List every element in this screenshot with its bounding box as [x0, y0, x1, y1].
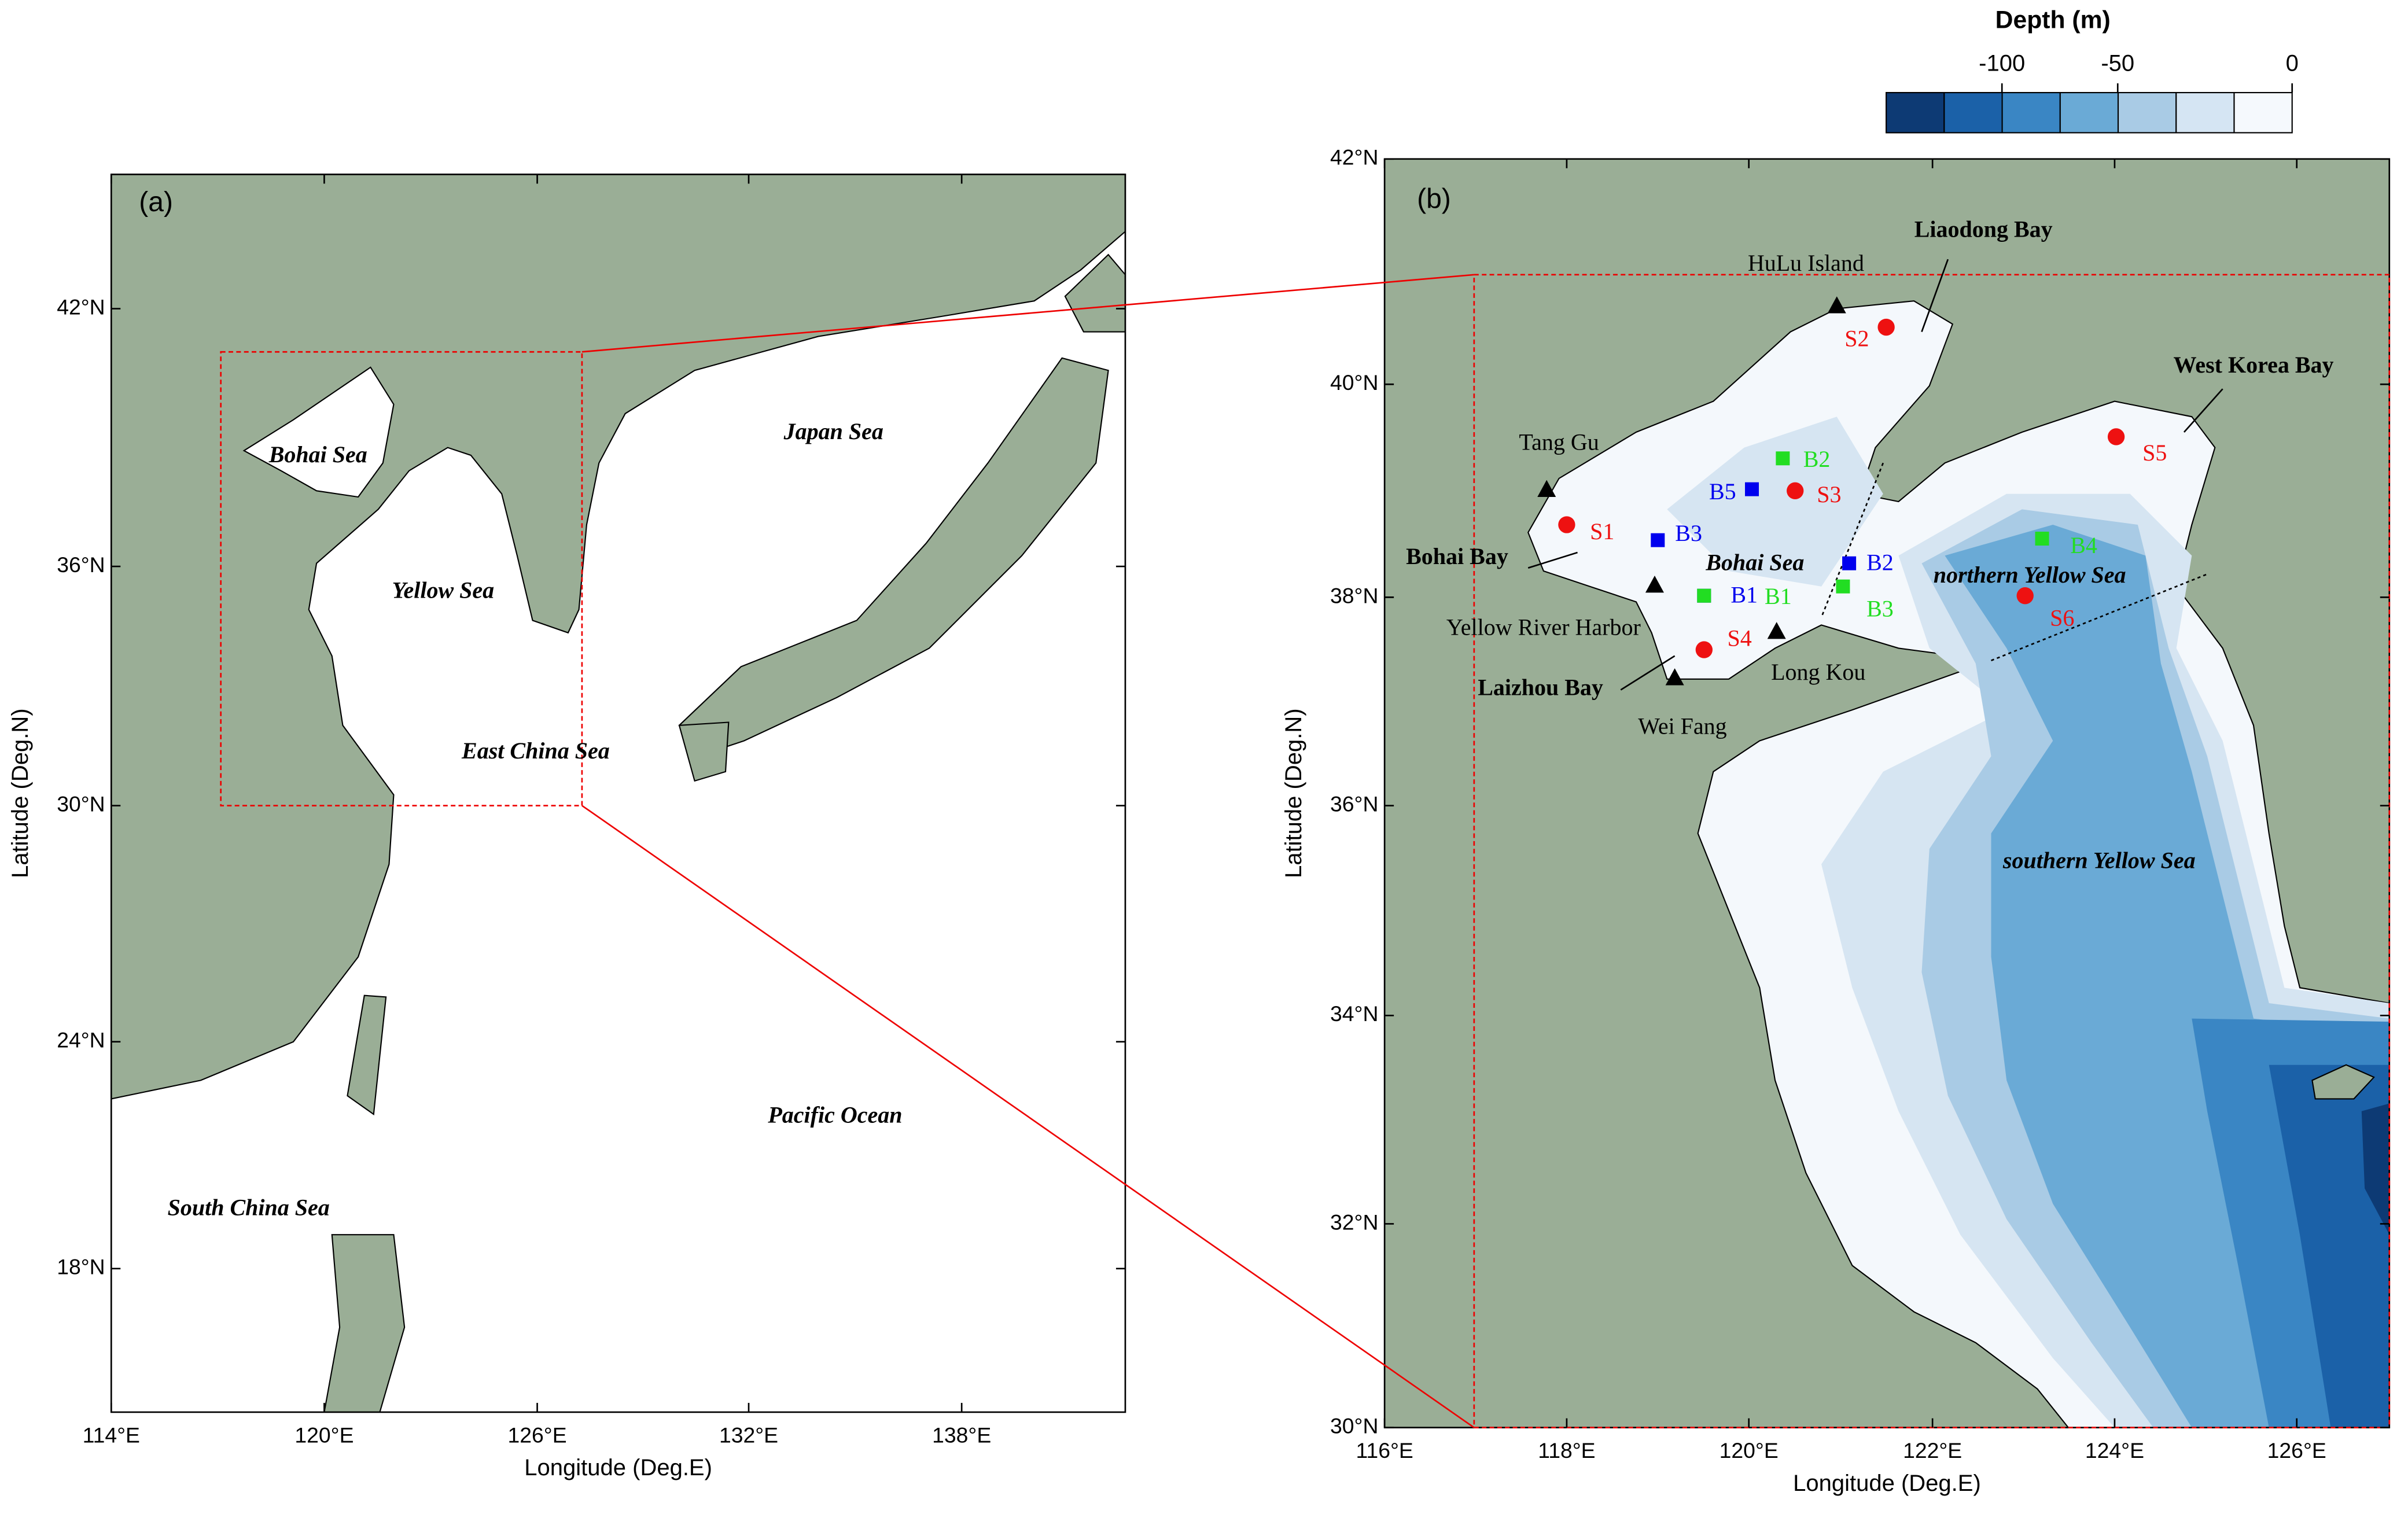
y-tick-label: 32°N [1330, 1210, 1378, 1234]
x-tick-label: 118°E [1538, 1438, 1595, 1463]
x-axis-title: Longitude (Deg.E) [524, 1455, 712, 1480]
y-tick-label: 36°N [1330, 791, 1378, 816]
station-label: S1 [1590, 518, 1614, 544]
colorbar-title: Depth (m) [1995, 6, 2111, 34]
town-marker [1665, 668, 1684, 686]
town-label: Long Kou [1771, 659, 1865, 685]
station-marker [1836, 579, 1850, 594]
place-name: Pacific Ocean [767, 1102, 902, 1128]
place-name: West Korea Bay [2174, 352, 2334, 378]
x-tick-label: 120°E [1720, 1438, 1779, 1463]
x-axis-title: Longitude (Deg.E) [1793, 1471, 1981, 1496]
y-tick-label: 42°N [57, 294, 105, 319]
place-name: Bohai Sea [1705, 550, 1804, 576]
x-tick-label: 132°E [719, 1423, 778, 1447]
place-name: East China Sea [461, 738, 610, 764]
y-tick-label: 36°N [57, 552, 105, 577]
annotations: 114°E 120°E 126°E 132°E 138°E 42°N 36°N 30°N 24°… [8, 6, 2389, 1496]
station-marker [1745, 482, 1759, 496]
y-tick-label: 18°N [57, 1255, 105, 1279]
y-axis-title: Latitude (Deg.N) [8, 708, 33, 878]
place-name: northern Yellow Sea [1934, 562, 2126, 588]
town-marker [1767, 622, 1786, 639]
colorbar-band [2001, 91, 2061, 134]
place-name: Bohai Sea [268, 441, 367, 467]
colorbar-band [2059, 91, 2119, 134]
station-label: S6 [2050, 605, 2074, 631]
y-axis-title: Latitude (Deg.N) [1281, 708, 1306, 878]
panel-a-map [110, 174, 1126, 1413]
station-marker [1651, 533, 1665, 547]
station-label: S4 [1728, 625, 1752, 651]
colorbar-band [2175, 91, 2235, 134]
panel-b-map [1383, 158, 2391, 1428]
town-label: HuLu Island [1748, 250, 1864, 276]
station-marker [1877, 318, 1895, 336]
colorbar-band [2233, 91, 2293, 134]
station-label: B4 [2070, 532, 2097, 558]
station-label: S2 [1844, 326, 1869, 352]
x-tick-label: 114°E [83, 1423, 140, 1447]
x-tick-label: 122°E [1903, 1438, 1962, 1463]
y-tick-label: 40°N [1330, 370, 1378, 395]
panel-label: (b) [1417, 183, 1451, 214]
station-marker [1695, 641, 1713, 658]
panel-label: (a) [139, 187, 173, 218]
y-tick-label: 38°N [1330, 583, 1378, 607]
place-name: southern Yellow Sea [2002, 847, 2196, 873]
place-name: South China Sea [168, 1195, 330, 1221]
station-marker [1697, 588, 1711, 603]
station-label: B1 [1765, 583, 1792, 609]
station-marker [1776, 451, 1790, 466]
station-label: B2 [1803, 446, 1831, 472]
x-tick-label: 126°E [508, 1423, 567, 1447]
y-tick-label: 34°N [1330, 1001, 1378, 1026]
colorbar-band [1943, 91, 2003, 134]
town-label: Wei Fang [1638, 713, 1726, 739]
colorbar-tick-label: -100 [1979, 51, 2025, 76]
station-label: S3 [1817, 481, 1841, 507]
station-marker [2035, 532, 2049, 546]
colorbar-band [1886, 91, 1945, 134]
town-marker [1537, 480, 1556, 497]
place-name: Laizhou Bay [1478, 675, 1603, 701]
place-name: Japan Sea [783, 418, 883, 444]
x-tick-label: 126°E [2267, 1438, 2326, 1463]
station-label: B3 [1866, 596, 1894, 622]
x-tick-label: 124°E [2085, 1438, 2144, 1463]
station-label: B3 [1675, 520, 1702, 546]
station-marker [1787, 482, 1804, 499]
station-label: S5 [2142, 440, 2167, 466]
station-label: B1 [1730, 582, 1758, 608]
place-name: Liaodong Bay [1914, 216, 2053, 242]
place-name: Bohai Bay [1406, 543, 1508, 569]
y-tick-label: 24°N [57, 1028, 105, 1052]
x-tick-label: 120°E [294, 1423, 354, 1447]
town-marker [1827, 296, 1846, 314]
town-marker [1645, 576, 1664, 593]
y-tick-label: 42°N [1330, 145, 1378, 170]
station-marker [2016, 587, 2034, 605]
x-tick-label: 116°E [1356, 1438, 1413, 1463]
place-name: Yellow Sea [392, 577, 494, 603]
station-marker [2107, 428, 2125, 445]
town-label: Tang Gu [1519, 429, 1599, 455]
station-label: B5 [1709, 478, 1736, 504]
y-tick-label: 30°N [1330, 1413, 1378, 1438]
town-label: Yellow River Harbor [1446, 614, 1641, 640]
station-marker [1842, 556, 1857, 570]
x-tick-label: 138°E [932, 1423, 991, 1447]
y-tick-label: 30°N [57, 791, 105, 816]
station-marker [1558, 516, 1575, 533]
colorbar-band [2117, 91, 2177, 134]
colorbar-tick-label: 0 [2286, 51, 2299, 76]
station-label: B2 [1866, 550, 1894, 576]
colorbar-tick-label: -50 [2101, 51, 2134, 76]
